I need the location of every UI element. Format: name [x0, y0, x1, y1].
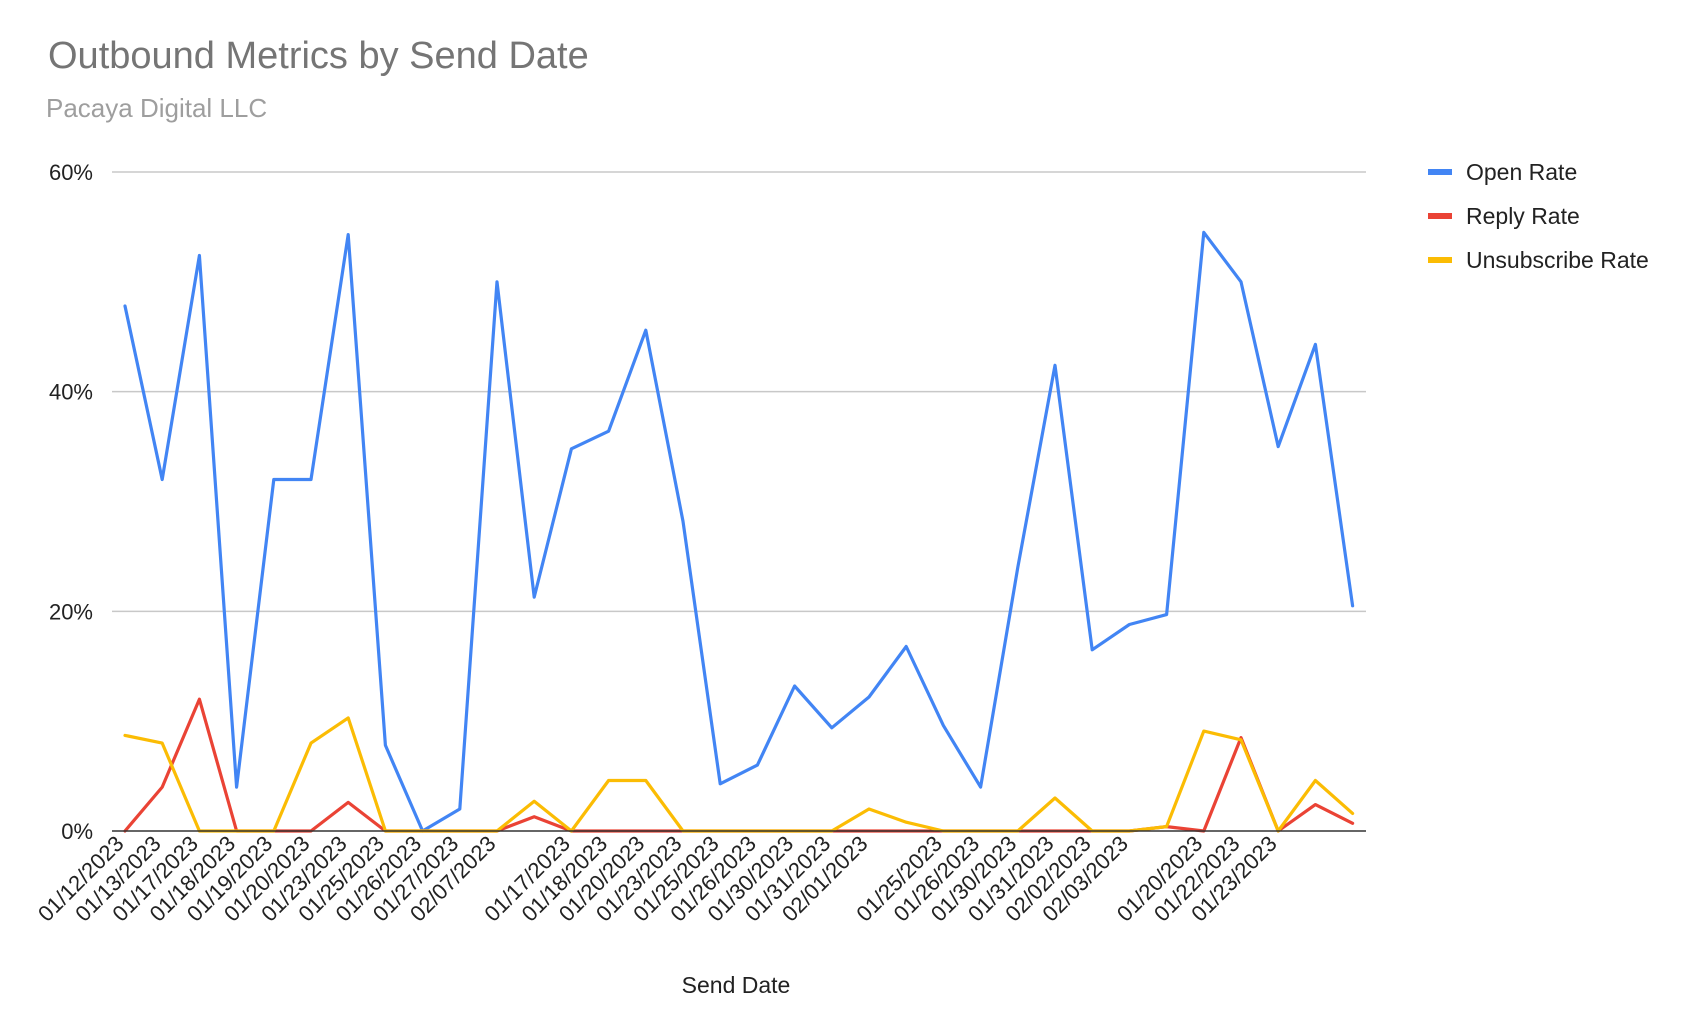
legend-label: Unsubscribe Rate — [1466, 247, 1649, 273]
chart-subtitle: Pacaya Digital LLC — [46, 93, 267, 123]
x-axis-ticks: 01/12/202301/13/202301/17/202301/18/2023… — [33, 831, 1282, 927]
x-axis-title: Send Date — [682, 972, 791, 998]
y-tick-label: 40% — [49, 380, 93, 405]
y-tick-label: 0% — [61, 819, 93, 844]
y-tick-label: 60% — [49, 160, 93, 185]
y-tick-label: 20% — [49, 599, 93, 624]
series-line-reply-rate — [123, 697, 1355, 833]
series-lines — [123, 230, 1355, 833]
legend: Open Rate Reply Rate Unsubscribe Rate — [1428, 159, 1649, 273]
gridlines — [112, 171, 1366, 613]
series-line-open-rate — [123, 230, 1355, 833]
legend-label: Reply Rate — [1466, 203, 1580, 229]
y-axis-ticks: 0% 20% 40% 60% — [49, 160, 93, 844]
legend-label: Open Rate — [1466, 159, 1577, 185]
chart-title: Outbound Metrics by Send Date — [48, 35, 589, 77]
